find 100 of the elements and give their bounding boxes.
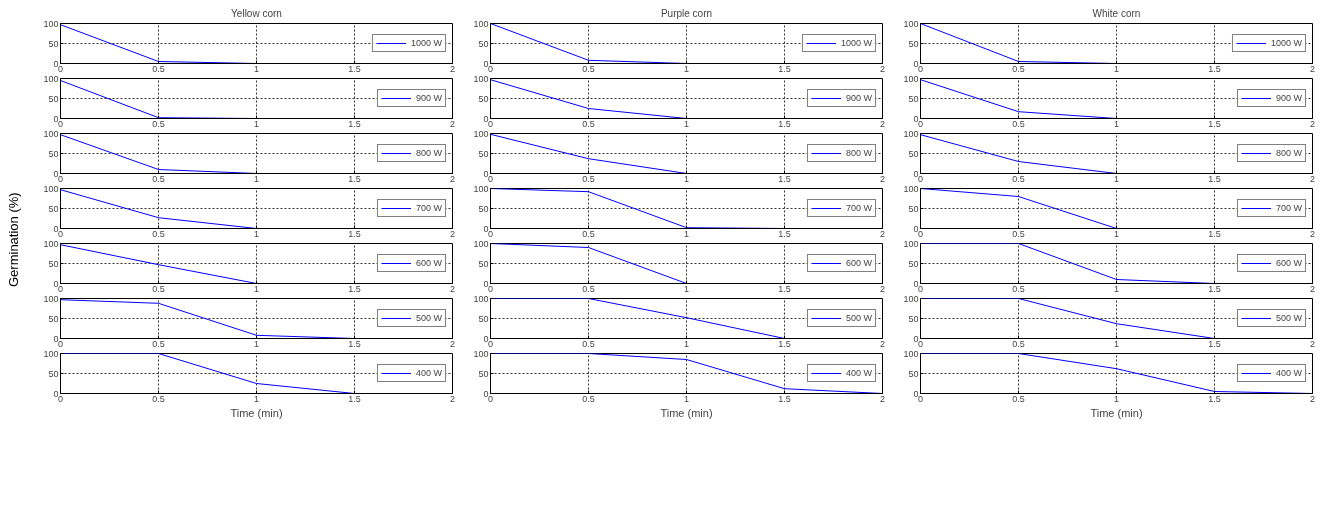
x-tick-label: 1	[254, 118, 260, 129]
x-tick-label: 1	[254, 338, 260, 349]
x-tick-label: 0.5	[1012, 338, 1025, 349]
x-tick-label: 2	[1310, 393, 1316, 404]
x-tick-label: 0.5	[1012, 228, 1025, 239]
x-tick-label: 2	[450, 118, 456, 129]
x-tick-label: 1	[1114, 118, 1120, 129]
x-tick-label: 1.5	[778, 228, 791, 239]
series-label: 700 W	[415, 203, 442, 213]
x-tick-label: 2	[880, 173, 886, 184]
y-tick-label: 100	[903, 348, 919, 359]
x-tick-label: 0.5	[582, 63, 595, 74]
y-tick-label: 50	[478, 148, 489, 159]
x-tick-label: 0.5	[1012, 393, 1025, 404]
x-axis-title: Time (min)	[660, 406, 713, 419]
y-axis-title: Germination (%)	[5, 192, 22, 288]
y-tick-label: 50	[478, 258, 489, 269]
series-label: 400 W	[415, 368, 442, 378]
legend-label: 600 W	[1275, 258, 1302, 268]
legend-label: 1000 W	[410, 38, 442, 48]
x-tick-label: 1.5	[1208, 338, 1221, 349]
x-tick-label: 0.5	[152, 228, 165, 239]
x-axis-title: Time (min)	[230, 406, 283, 419]
x-tick-label: 0.5	[152, 283, 165, 294]
y-tick-label: 50	[478, 93, 489, 104]
x-tick-label: 1.5	[348, 283, 361, 294]
x-tick-label: 1	[684, 63, 690, 74]
x-tick-label: 2	[1310, 338, 1316, 349]
x-tick-label: 0.5	[582, 283, 595, 294]
x-tick-label: 1	[684, 118, 690, 129]
y-tick-label: 50	[48, 258, 59, 269]
series-label: 400 W	[1275, 368, 1302, 378]
series-label: 400 W	[845, 368, 872, 378]
x-tick-label: 2	[1310, 118, 1316, 129]
series-label: 500 W	[415, 313, 442, 323]
x-tick-label: 0.5	[1012, 173, 1025, 184]
legend-label: 1000 W	[840, 38, 872, 48]
y-tick-label: 100	[473, 238, 489, 249]
y-tick-label: 50	[908, 203, 919, 214]
x-tick-label: 2	[450, 283, 456, 294]
y-tick-label: 100	[473, 18, 489, 29]
legend-label: 600 W	[845, 258, 872, 268]
y-tick-label: 100	[903, 73, 919, 84]
y-tick-label: 100	[903, 18, 919, 29]
x-tick-label: 2	[880, 393, 886, 404]
x-tick-label: 1	[254, 228, 260, 239]
y-tick-label: 50	[48, 38, 59, 49]
x-tick-label: 1.5	[778, 173, 791, 184]
x-tick-label: 2	[880, 228, 886, 239]
y-tick-label: 100	[473, 293, 489, 304]
y-tick-label: 100	[43, 348, 59, 359]
y-tick-label: 100	[473, 348, 489, 359]
x-tick-label: 1	[684, 283, 690, 294]
x-tick-label: 1	[254, 283, 260, 294]
x-tick-label: 1.5	[1208, 63, 1221, 74]
y-tick-label: 50	[48, 368, 59, 379]
y-tick-label: 50	[908, 38, 919, 49]
x-tick-label: 2	[1310, 228, 1316, 239]
series-label: 800 W	[1275, 148, 1302, 158]
x-tick-label: 2	[1310, 173, 1316, 184]
y-tick-label: 100	[903, 183, 919, 194]
y-tick-label: 100	[43, 293, 59, 304]
y-tick-label: 50	[908, 313, 919, 324]
x-tick-label: 1	[1114, 393, 1120, 404]
x-tick-label: 1.5	[348, 173, 361, 184]
x-tick-label: 0.5	[152, 338, 165, 349]
x-tick-label: 0.5	[1012, 118, 1025, 129]
y-tick-label: 100	[43, 18, 59, 29]
x-tick-label: 0.5	[152, 173, 165, 184]
y-tick-label: 100	[473, 128, 489, 139]
y-tick-label: 50	[48, 148, 59, 159]
x-tick-label: 0.5	[152, 118, 165, 129]
y-tick-label: 100	[43, 183, 59, 194]
y-tick-label: 100	[43, 73, 59, 84]
x-tick-label: 2	[450, 228, 456, 239]
y-tick-label: 50	[478, 203, 489, 214]
x-tick-label: 1.5	[778, 118, 791, 129]
chart-title: Purple corn	[660, 7, 713, 19]
x-tick-label: 0.5	[152, 393, 165, 404]
x-tick-label: 1.5	[1208, 393, 1221, 404]
x-tick-label: 1	[684, 393, 690, 404]
x-tick-label: 2	[880, 283, 886, 294]
y-tick-label: 50	[908, 368, 919, 379]
x-tick-label: 2	[1310, 63, 1316, 74]
x-tick-label: 2	[880, 118, 886, 129]
x-tick-label: 0.5	[582, 228, 595, 239]
y-tick-label: 50	[48, 313, 59, 324]
x-tick-label: 1	[254, 173, 260, 184]
legend-label: 900 W	[415, 93, 442, 103]
y-tick-label: 50	[908, 258, 919, 269]
x-tick-label: 0.5	[582, 393, 595, 404]
x-tick-label: 2	[450, 63, 456, 74]
x-tick-label: 0.5	[582, 118, 595, 129]
x-tick-label: 0.5	[582, 173, 595, 184]
x-tick-label: 1.5	[778, 338, 791, 349]
x-axis-title: Time (min)	[1090, 406, 1143, 419]
y-tick-label: 100	[43, 128, 59, 139]
x-tick-label: 1	[684, 338, 690, 349]
x-tick-label: 2	[450, 338, 456, 349]
y-tick-label: 100	[43, 238, 59, 249]
